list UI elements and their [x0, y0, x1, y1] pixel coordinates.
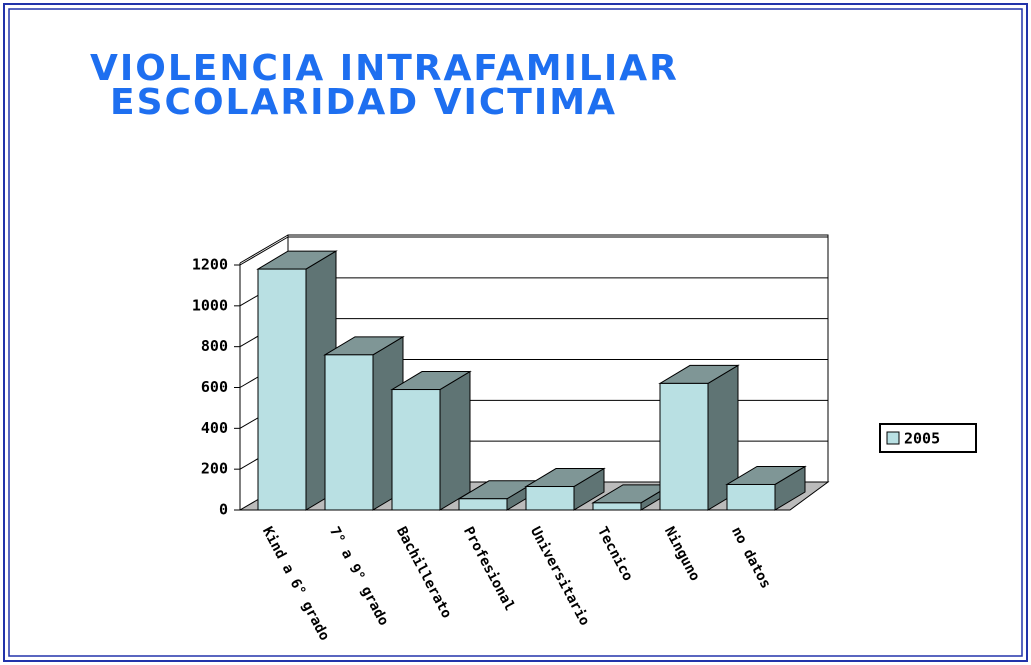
y-tick-label: 800 [201, 337, 228, 355]
y-tick-label: 0 [219, 501, 228, 519]
bar [524, 467, 606, 511]
legend-label: 2005 [904, 430, 940, 448]
x-tick-label: Ninguno [661, 524, 703, 584]
bar-front [391, 389, 441, 511]
y-tick-label: 1200 [192, 256, 228, 274]
side-wall-edge [239, 234, 289, 264]
bar-front [257, 268, 307, 511]
bar [256, 250, 338, 511]
frame-inner [8, 8, 1023, 657]
x-tick-label: Tecnico [594, 524, 636, 584]
y-tick-label: 400 [201, 419, 228, 437]
x-tick-label: Universitario [527, 524, 593, 628]
frame-outer [3, 3, 1028, 662]
y-tick-label: 1000 [192, 296, 228, 314]
y-tick-label: 200 [201, 460, 228, 478]
x-tick-label: Bachillerato [393, 524, 455, 621]
y-tick-label: 600 [201, 378, 228, 396]
bar-front [458, 498, 508, 511]
x-tick-label: Profesional [460, 524, 518, 613]
bar-front [592, 502, 642, 511]
bar-front [324, 354, 374, 511]
chart-subtitle: ESCOLARIDAD VICTIMA [110, 82, 617, 123]
chart-title: VIOLENCIA INTRAFAMILIAR [90, 48, 679, 89]
bar-front [726, 483, 776, 511]
bar [390, 370, 472, 511]
bar-front [525, 486, 575, 511]
legend-swatch [886, 431, 900, 445]
bar-front [659, 382, 709, 511]
x-tick-label: Kind a 6° grado [259, 524, 332, 643]
bar [725, 465, 807, 511]
x-tick-label: no datos [728, 524, 774, 591]
bar [323, 335, 405, 511]
x-tick-label: 7° a 9° grado [326, 524, 392, 628]
legend: 2005 [879, 423, 977, 453]
bar [658, 364, 740, 511]
grid-line-side [239, 236, 289, 266]
bar-side [439, 370, 471, 511]
